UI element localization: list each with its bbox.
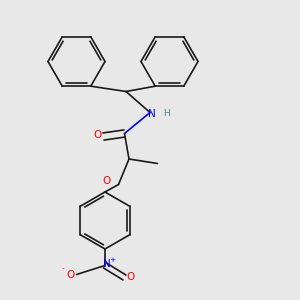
Text: N: N <box>103 259 110 269</box>
Text: O: O <box>93 130 102 140</box>
Text: O: O <box>103 176 111 187</box>
Text: O: O <box>66 269 75 280</box>
Text: H: H <box>163 110 170 118</box>
Text: O: O <box>126 272 135 283</box>
Text: N: N <box>148 109 155 119</box>
Text: -: - <box>62 266 64 272</box>
Text: +: + <box>110 256 116 262</box>
